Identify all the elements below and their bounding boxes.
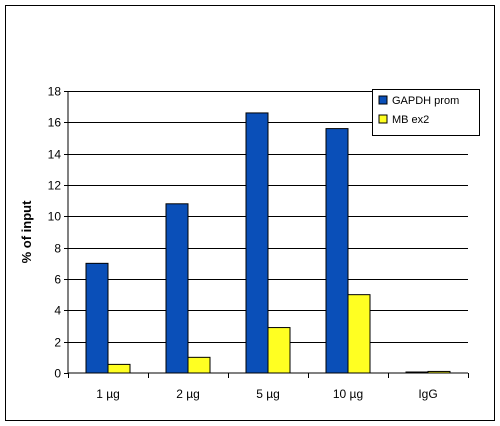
legend-label: MB ex2 — [392, 114, 429, 126]
bar-gapdh-prom — [405, 371, 429, 374]
x-tick-label: 2 µg — [176, 387, 200, 401]
legend-box — [372, 89, 480, 136]
bar-mb-ex2 — [107, 363, 131, 374]
y-tick-label: 16 — [48, 116, 62, 130]
x-tick-labels: 1 µg 2 µg 5 µg 10 µg IgG — [68, 373, 469, 401]
x-tick-label: IgG — [418, 387, 437, 401]
y-axis-title: % of input — [19, 200, 34, 263]
y-tick-label: 18 — [48, 85, 62, 99]
y-tick-label: 14 — [48, 148, 62, 162]
x-tick-label: 5 µg — [256, 387, 280, 401]
y-tick-labels: 0 2 4 6 8 10 12 14 16 18 — [48, 85, 68, 381]
y-tick-label: 6 — [54, 273, 61, 287]
legend-label: GAPDH prom — [392, 95, 459, 107]
y-tick-label: 0 — [54, 367, 61, 381]
bars — [85, 112, 451, 374]
y-tick-label: 8 — [54, 242, 61, 256]
y-tick-label: 4 — [54, 304, 61, 318]
bar-gapdh-prom — [165, 203, 189, 374]
bar-mb-ex2 — [427, 370, 451, 374]
y-tick-label: 12 — [48, 179, 62, 193]
bar-gapdh-prom — [325, 128, 349, 374]
y-tick-label: 10 — [48, 210, 62, 224]
legend-swatch — [378, 114, 388, 124]
y-tick-label: 2 — [54, 336, 61, 350]
bar-mb-ex2 — [347, 294, 371, 374]
bar-gapdh-prom — [85, 262, 109, 374]
x-tick-label: 10 µg — [333, 387, 363, 401]
bar-mb-ex2 — [267, 327, 291, 374]
legend-swatch — [378, 95, 388, 105]
bar-gapdh-prom — [245, 112, 269, 374]
x-tick-label: 1 µg — [96, 387, 120, 401]
bar-mb-ex2 — [187, 356, 211, 374]
legend: GAPDH prom MB ex2 — [372, 89, 480, 136]
